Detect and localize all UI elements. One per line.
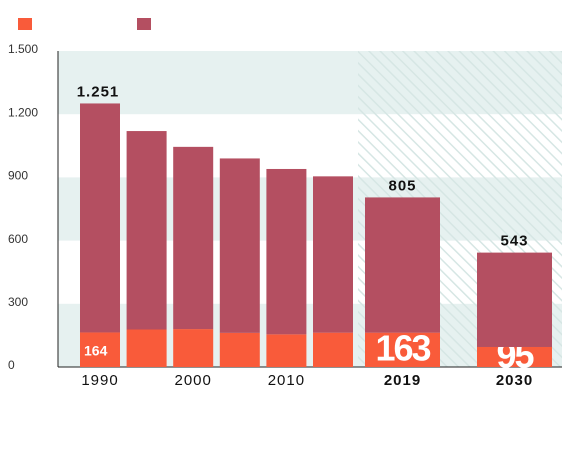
y-tick-label: 600: [8, 232, 28, 246]
bar-segment: [173, 329, 214, 367]
bar-segment: [219, 158, 260, 333]
bar-segment: [80, 332, 120, 367]
legend-swatch: [137, 18, 151, 30]
bar-segment: [266, 168, 307, 335]
y-tick-label: 900: [8, 169, 28, 183]
bar-segment: [313, 332, 353, 367]
y-tick-label: 300: [8, 295, 28, 309]
bar-segment: [126, 131, 167, 330]
y-tick-label: 0: [8, 358, 15, 372]
value-label: 164: [84, 342, 108, 358]
bar-segment: [477, 346, 552, 367]
bar-segment: [173, 146, 214, 330]
y-tick-label: 1.500: [8, 42, 38, 56]
value-label: 163: [375, 327, 430, 368]
x-tick-label: 1990: [81, 372, 118, 389]
x-tick-label: 2030: [496, 372, 533, 389]
total-label: 543: [500, 233, 528, 250]
bar-segment: [313, 176, 353, 333]
x-tick-label: 2019: [384, 372, 421, 389]
y-tick-label: 1.200: [8, 105, 38, 119]
x-tick-label: 2000: [175, 372, 212, 389]
bar-segment: [126, 329, 167, 367]
total-label: 805: [388, 177, 416, 194]
bar-segment: [219, 332, 260, 367]
bar-segment: [365, 197, 440, 333]
bar-segment: [477, 252, 552, 347]
total-label: 1.251: [77, 83, 120, 100]
legend-swatch: [18, 18, 32, 30]
x-tick-label: 2010: [268, 372, 305, 389]
bar-segment: [80, 103, 120, 333]
bar-segment: [365, 332, 440, 367]
bar-segment: [266, 334, 307, 367]
